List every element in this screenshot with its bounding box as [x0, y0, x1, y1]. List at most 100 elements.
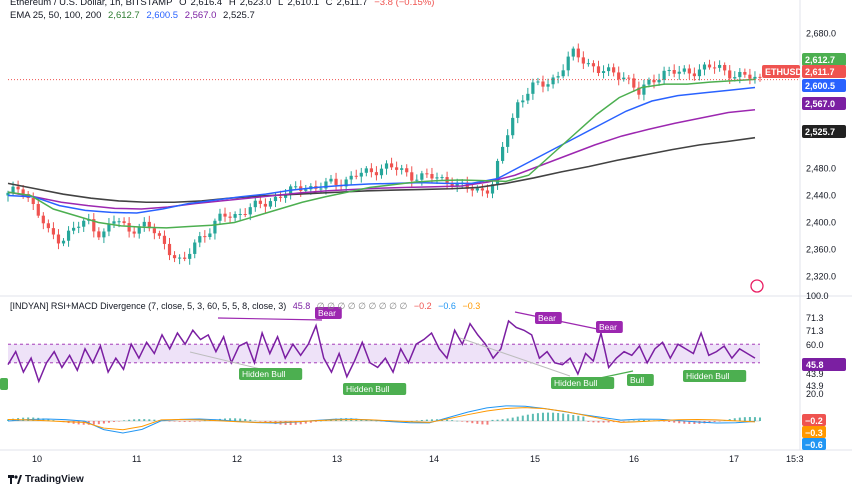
- alert-icon[interactable]: [750, 279, 764, 293]
- macd-histogram-bar: [259, 421, 262, 422]
- macd-histogram-bar: [748, 417, 751, 421]
- candle-body: [556, 76, 560, 78]
- rsi-tick-label: 60.0: [806, 340, 824, 350]
- candle-body: [157, 233, 162, 236]
- candle-body: [571, 48, 575, 57]
- candle-body: [511, 117, 515, 136]
- bull-signal-tag: [0, 378, 8, 390]
- candle-body: [733, 77, 737, 79]
- candle-body: [319, 188, 323, 190]
- indicator-rsi-value: 45.8: [292, 301, 311, 311]
- macd-value-tag: [802, 426, 826, 438]
- candle-body: [728, 70, 732, 79]
- macd-histogram-bar: [683, 421, 686, 424]
- price-tick-label: 2,400.0: [806, 218, 836, 228]
- candle-body: [758, 76, 762, 78]
- macd-histogram-bar: [577, 415, 580, 421]
- bear-divergence-line: [217, 317, 323, 321]
- macd-histogram-bar: [314, 421, 317, 422]
- candle-body: [622, 77, 626, 80]
- candle-body: [642, 84, 646, 95]
- time-tick-label: 12: [232, 454, 242, 464]
- macd-histogram-bar: [738, 417, 741, 421]
- candle-body: [475, 188, 479, 191]
- macd-histogram-bar: [582, 416, 585, 421]
- bear-signal-tag: [535, 312, 562, 324]
- symbol-price-tag-text: ETHUSD: [765, 67, 803, 77]
- candle-body: [183, 257, 187, 259]
- indicator-v1: −0.2: [413, 301, 432, 311]
- candle-body: [6, 192, 10, 196]
- candle-body: [127, 223, 131, 232]
- ema-label[interactable]: EMA 25, 50, 100, 200: [10, 10, 102, 21]
- candle-body: [652, 79, 656, 83]
- ema100-value: 2,567.0: [184, 10, 217, 21]
- macd-histogram-bar: [264, 421, 267, 423]
- chart-header: Ethereum / U.S. Dollar, 1h, BITSTAMP O 2,…: [10, 0, 438, 8]
- macd-histogram-bar: [471, 421, 474, 424]
- macd-histogram-bar: [446, 419, 449, 421]
- price-tag-text: 2,600.5: [805, 81, 835, 91]
- macd-histogram-bar: [42, 418, 45, 421]
- macd-histogram-bar: [521, 415, 524, 421]
- tradingview-logo[interactable]: TradingView: [8, 474, 84, 485]
- macd-histogram-bar: [143, 419, 146, 421]
- candle-body: [294, 186, 298, 188]
- indicator-v3: −0.3: [462, 301, 481, 311]
- macd-histogram-bar: [304, 421, 307, 424]
- macd-histogram-bar: [188, 421, 191, 422]
- macd-histogram-bar: [52, 420, 55, 421]
- macd-histogram-bar: [587, 421, 590, 422]
- macd-histogram-bar: [501, 419, 504, 421]
- candle-body: [137, 226, 141, 234]
- macd-histogram-bar: [153, 419, 156, 421]
- candle-body: [51, 228, 56, 235]
- candle-body: [743, 71, 747, 75]
- macd-histogram-bar: [516, 416, 519, 421]
- macd-histogram-bar: [552, 412, 555, 421]
- candle-body: [480, 188, 485, 191]
- close-value: 2,611.7: [336, 0, 368, 8]
- indicator-name[interactable]: [INDYAN] RSI+MACD Divergence (7, close, …: [10, 301, 287, 311]
- symbol-price-tag: [762, 65, 800, 78]
- time-tick-label: 15:3: [786, 454, 804, 464]
- macd-histogram-bar: [193, 421, 196, 422]
- candle-body: [576, 48, 580, 58]
- macd-histogram-bar: [647, 420, 650, 421]
- candle-body: [435, 177, 439, 179]
- bull-divergence-line: [599, 370, 634, 379]
- candle-body: [188, 253, 192, 259]
- ema100-line: [7, 109, 756, 210]
- candle-body: [450, 183, 454, 187]
- time-tick-label: 17: [729, 454, 739, 464]
- macd-histogram-bar: [244, 419, 247, 421]
- brand-name: TradingView: [25, 474, 84, 485]
- macd-histogram-bar: [622, 421, 625, 422]
- macd-histogram-bar: [92, 421, 95, 425]
- price-tag: [802, 79, 846, 92]
- candle-body: [238, 214, 242, 216]
- macd-histogram-bar: [224, 418, 227, 421]
- rsi-tick-label: 43.9: [806, 369, 824, 379]
- macd-histogram-bar: [562, 413, 565, 421]
- macd-value-tag-text: −0.6: [805, 440, 823, 450]
- low-value: 2,610.1: [287, 0, 320, 8]
- candle-body: [430, 174, 434, 179]
- candle-body: [334, 178, 338, 185]
- candle-body: [395, 167, 399, 170]
- macd-histogram-bar: [107, 421, 110, 423]
- macd-histogram-bar: [229, 418, 232, 421]
- hidden-divergence-line: [189, 351, 266, 371]
- candle-body: [344, 179, 348, 187]
- macd-histogram-bar: [466, 421, 469, 423]
- macd-histogram-bar: [112, 421, 115, 422]
- macd-histogram-bar: [536, 413, 539, 421]
- symbol-line[interactable]: Ethereum / U.S. Dollar, 1h, BITSTAMP: [10, 0, 173, 8]
- candle-body: [253, 200, 257, 208]
- price-tag-text: 2,611.7: [805, 67, 835, 77]
- macd-histogram-bar: [612, 421, 615, 423]
- candle-body: [632, 78, 636, 88]
- rsi-current-tag-text: 45.8: [806, 360, 824, 370]
- macd-histogram-bar: [430, 419, 433, 421]
